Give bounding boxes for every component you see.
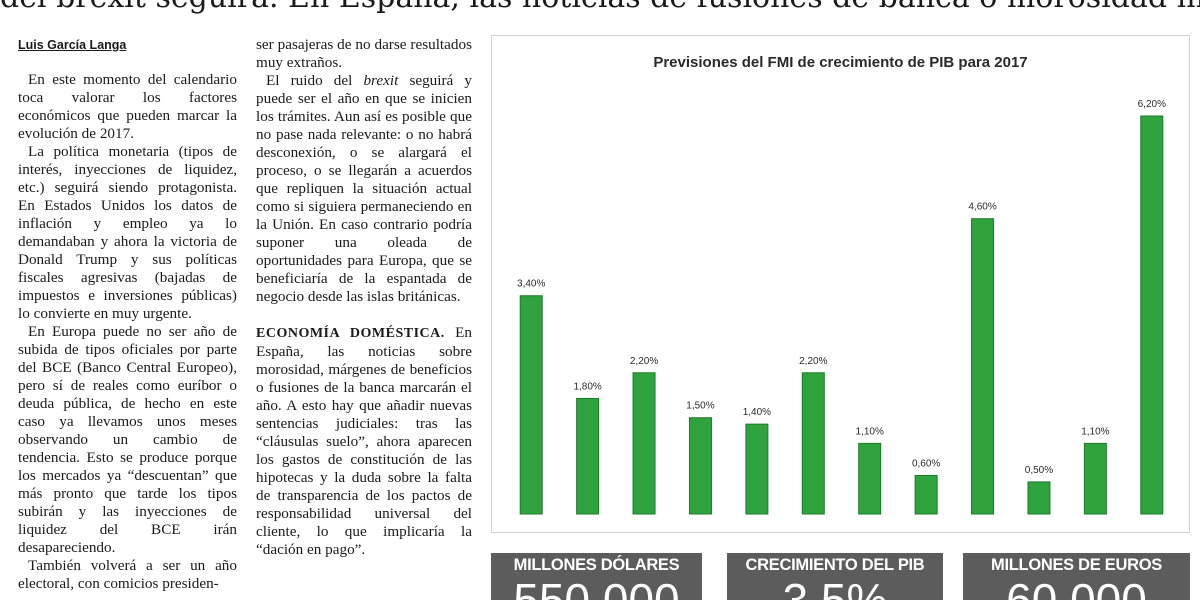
- data-label-8: 4,60%: [968, 202, 996, 213]
- chart-title: Previsiones del FMI de crecimiento de PI…: [653, 54, 1028, 71]
- headline-text: del brexit seguirá. En España, las notic…: [0, 0, 1200, 15]
- data-label-7: 0,60%: [912, 458, 940, 469]
- article-column-1: Luis García Langa En este momento del ca…: [18, 36, 237, 593]
- bar-11: [1140, 115, 1164, 515]
- bar-10: [1083, 442, 1107, 515]
- data-label-11: 6,20%: [1138, 99, 1166, 110]
- text-run: El ruido del: [266, 72, 364, 89]
- bar-5: [801, 372, 825, 515]
- paragraph: En este momento del calendario toca valo…: [18, 71, 237, 142]
- chart-canvas: 3,40% 1,80% 2,20% 1,50% 1,40% 2,20% 1,10% 0,60%…: [517, 99, 1166, 515]
- bar-8: [971, 218, 995, 515]
- data-label-10: 1,10%: [1081, 426, 1109, 437]
- data-label-9: 0,50%: [1025, 465, 1053, 476]
- text-run: En España, las noticias sobre morosidad,…: [256, 324, 473, 558]
- paragraph: El ruido del brexit seguirá y puede ser …: [256, 72, 472, 306]
- brexit-italic: brexit: [363, 72, 399, 89]
- data-label-3: 1,50%: [686, 401, 714, 412]
- data-label-6: 1,10%: [856, 426, 884, 437]
- info-box-label: CRECIMIENTO DEL PIB: [745, 556, 925, 574]
- info-box-label: MILLONES DÓLARES: [513, 556, 680, 574]
- headline: del brexit seguirá. En España, las notic…: [0, 0, 1200, 18]
- bar-1: [576, 397, 600, 515]
- article-column-2: ser pasajeras de no darse resultados muy…: [256, 36, 472, 559]
- data-label-0: 3,40%: [517, 279, 545, 290]
- gdp-forecast-chart: Previsiones del FMI de crecimiento de PI…: [491, 35, 1190, 533]
- data-label-2: 2,20%: [630, 356, 658, 367]
- info-box-label: MILLONES DE EUROS: [991, 556, 1162, 574]
- paragraph: En Europa puede no ser año de subida de …: [18, 323, 237, 556]
- bar-4: [745, 423, 769, 515]
- bar-6: [858, 442, 882, 515]
- text-run: seguirá y puede ser el año en que se ini…: [256, 72, 473, 305]
- byline: Luis García Langa: [18, 38, 127, 52]
- data-label-4: 1,40%: [743, 407, 771, 418]
- paragraph: También volverá a ser un año electoral, …: [18, 557, 237, 592]
- bar-0: [519, 295, 543, 515]
- bar-2: [632, 372, 656, 515]
- info-box-value: 550.000: [513, 574, 680, 600]
- paragraph: ser pasajeras de no darse resultados muy…: [256, 36, 472, 71]
- paragraph: La política monetaria (tipos de interés,…: [18, 143, 237, 322]
- section-heading: ECONOMÍA DOMÉSTICA.: [256, 326, 445, 341]
- paragraph: ECONOMÍA DOMÉSTICA. En España, las notic…: [256, 324, 472, 559]
- info-box-value: 60.000: [1006, 574, 1147, 600]
- bar-7: [914, 474, 938, 515]
- info-box-millones-euros: MILLONES DE EUROS 60.000: [963, 553, 1190, 600]
- data-label-5: 2,20%: [799, 356, 827, 367]
- bar-3: [688, 417, 712, 515]
- bar-9: [1027, 481, 1051, 515]
- info-box-crecimiento-pib: CRECIMIENTO DEL PIB 3,5%: [727, 553, 943, 600]
- data-label-1: 1,80%: [573, 381, 601, 392]
- info-box-millones-dolares: MILLONES DÓLARES 550.000: [491, 553, 702, 600]
- info-box-value: 3,5%: [782, 574, 888, 600]
